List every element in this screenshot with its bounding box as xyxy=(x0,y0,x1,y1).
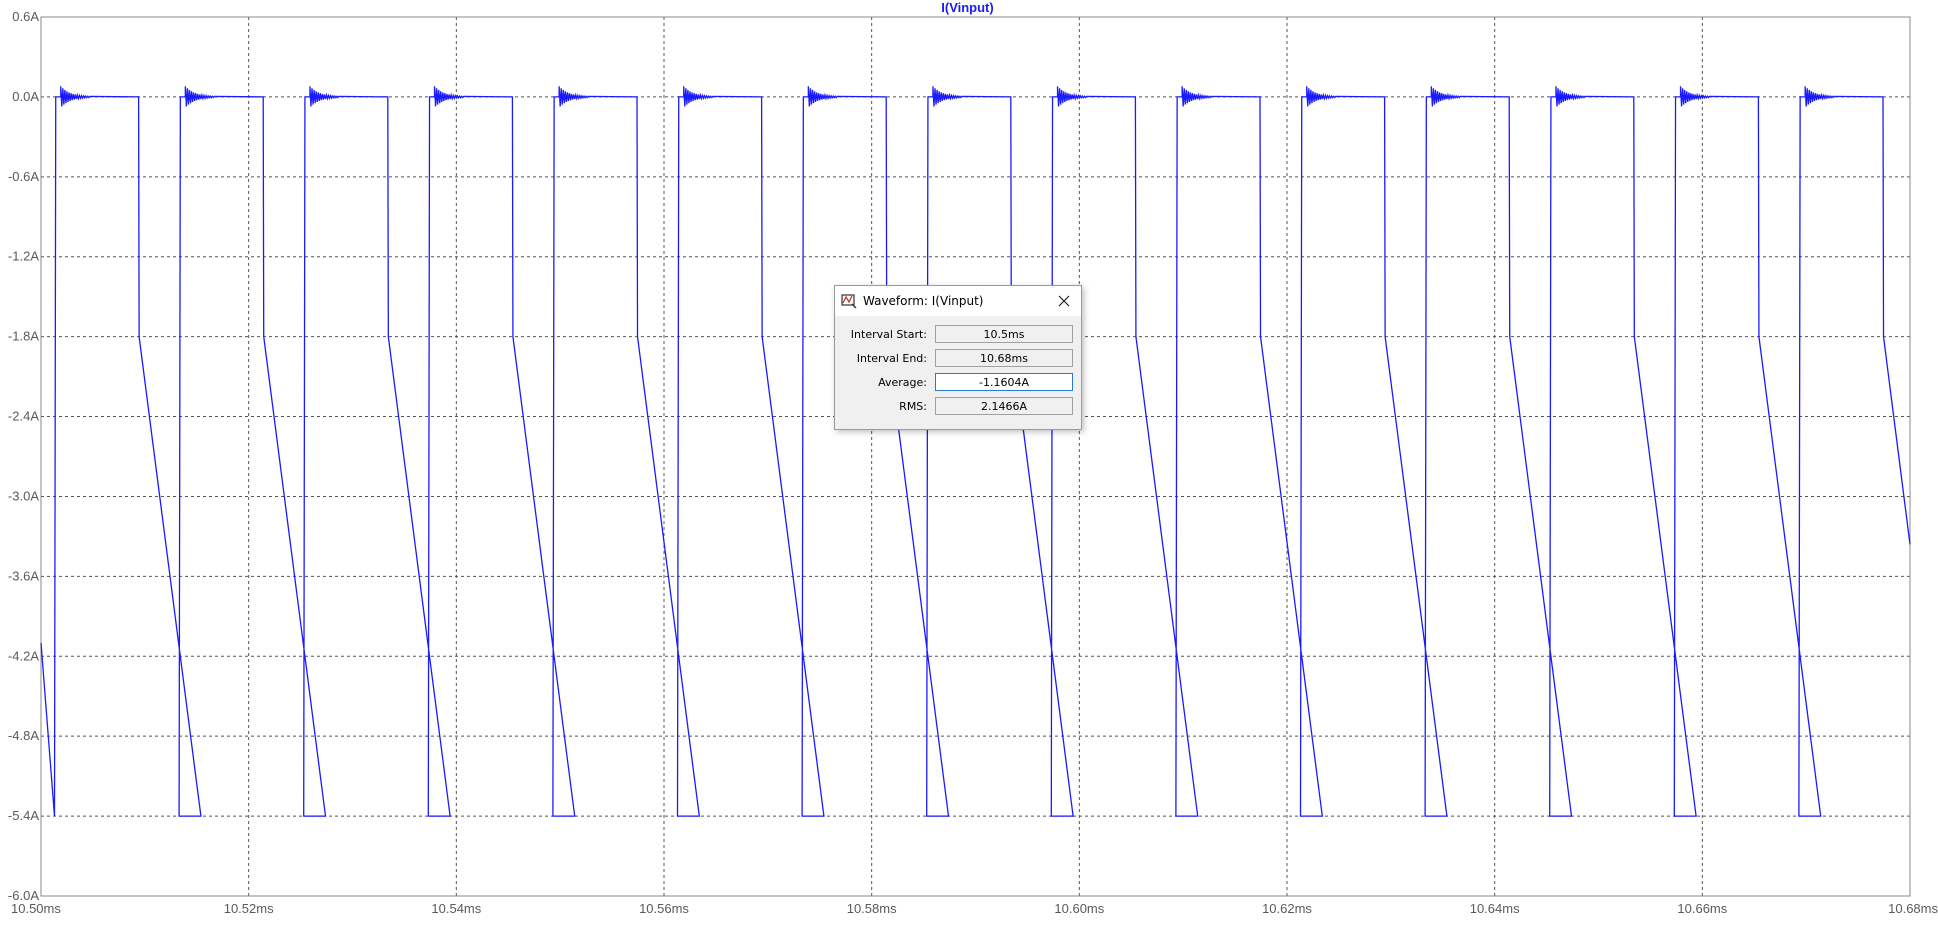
interval-start-field[interactable]: 10.5ms xyxy=(935,325,1073,343)
waveform-dialog[interactable]: Waveform: I(Vinput) Interval Start: 10.5… xyxy=(834,285,1082,430)
x-tick-label: 10.68ms xyxy=(1888,901,1938,916)
x-tick-label: 10.56ms xyxy=(639,901,689,916)
y-tick-label: -4.8A xyxy=(8,728,39,743)
y-tick-label: -1.2A xyxy=(8,249,39,264)
field-average: Average: -1.1604A xyxy=(839,370,1077,394)
y-tick-label: -3.6A xyxy=(8,568,39,583)
y-tick-label: -1.8A xyxy=(8,329,39,344)
y-tick-label: 0.0A xyxy=(12,89,39,104)
x-tick-label: 10.60ms xyxy=(1054,901,1104,916)
y-tick-label: -4.2A xyxy=(8,648,39,663)
chart-title[interactable]: I(Vinput) xyxy=(941,0,993,15)
y-tick-label: -5.4A xyxy=(8,808,39,823)
waveform-probe-icon xyxy=(841,293,857,309)
y-tick-label: -0.6A xyxy=(8,169,39,184)
close-icon[interactable] xyxy=(1053,290,1075,312)
x-tick-label: 10.50ms xyxy=(11,901,61,916)
dialog-body: Interval Start: 10.5ms Interval End: 10.… xyxy=(835,316,1081,418)
y-tick-label: -2.4A xyxy=(8,409,39,424)
x-tick-label: 10.58ms xyxy=(847,901,897,916)
x-tick-label: 10.54ms xyxy=(431,901,481,916)
field-label: RMS: xyxy=(839,400,935,413)
field-label: Interval Start: xyxy=(839,328,935,341)
dialog-titlebar[interactable]: Waveform: I(Vinput) xyxy=(835,286,1081,316)
field-interval-end: Interval End: 10.68ms xyxy=(839,346,1077,370)
dialog-title: Waveform: I(Vinput) xyxy=(863,294,1053,308)
x-tick-label: 10.66ms xyxy=(1677,901,1727,916)
field-rms: RMS: 2.1466A xyxy=(839,394,1077,418)
y-tick-label: 0.6A xyxy=(12,9,39,24)
interval-end-field[interactable]: 10.68ms xyxy=(935,349,1073,367)
x-tick-label: 10.52ms xyxy=(224,901,274,916)
field-interval-start: Interval Start: 10.5ms xyxy=(839,322,1077,346)
average-field[interactable]: -1.1604A xyxy=(935,373,1073,391)
x-tick-label: 10.62ms xyxy=(1262,901,1312,916)
field-label: Interval End: xyxy=(839,352,935,365)
x-tick-label: 10.64ms xyxy=(1470,901,1520,916)
y-tick-label: -3.0A xyxy=(8,488,39,503)
rms-field[interactable]: 2.1466A xyxy=(935,397,1073,415)
field-label: Average: xyxy=(839,376,935,389)
